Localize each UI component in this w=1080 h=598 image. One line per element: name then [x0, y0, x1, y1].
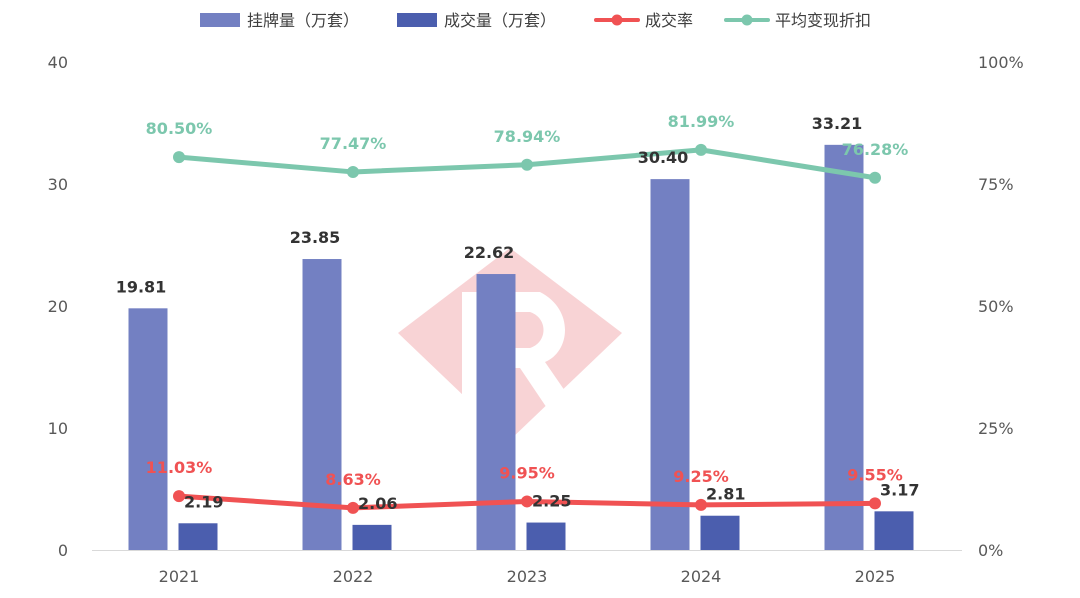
line-value-label: 80.50% [146, 119, 213, 138]
line-value-label: 76.28% [842, 140, 909, 159]
bar [178, 523, 218, 550]
bar-value-label: 2.25 [532, 492, 571, 511]
line-point [521, 495, 533, 508]
bar-value-label: 23.85 [290, 228, 341, 247]
legend-swatch [397, 13, 437, 27]
left-tick-label: 10 [48, 419, 68, 438]
x-tick-label: 2022 [333, 567, 374, 586]
line-point [521, 158, 533, 171]
bar-value-label: 22.62 [464, 243, 515, 262]
left-tick-label: 0 [58, 541, 68, 560]
line-value-label: 11.03% [146, 458, 213, 477]
bar [824, 144, 864, 550]
x-tick-label: 2025 [855, 567, 896, 586]
bar-value-label: 2.81 [706, 485, 745, 504]
right-tick-label: 50% [978, 297, 1014, 316]
legend-marker [741, 14, 753, 26]
bar [352, 524, 392, 550]
line-value-label: 9.95% [499, 463, 555, 482]
bar [128, 308, 168, 550]
left-tick-label: 20 [48, 297, 68, 316]
left-tick-label: 40 [48, 53, 68, 72]
lines [173, 143, 881, 514]
line-value-label: 81.99% [668, 112, 735, 131]
bar [476, 274, 516, 550]
line-value-label: 9.25% [673, 467, 729, 486]
line-value-label: 78.94% [494, 127, 561, 146]
data-labels: 19.81 23.85 22.62 30.40 33.21 2.19 2.06 2.25 2.8… [116, 112, 920, 513]
bar [526, 522, 566, 550]
line-point [347, 165, 359, 178]
line-point [347, 501, 359, 514]
line-point [869, 497, 881, 510]
right-tick-label: 75% [978, 175, 1014, 194]
bar-value-label: 2.19 [184, 492, 223, 511]
line-point [173, 490, 185, 503]
legend-label: 成交率 [645, 11, 693, 30]
bar-value-label: 2.06 [358, 494, 397, 513]
bar-value-label: 30.40 [638, 148, 689, 167]
line-point [695, 498, 707, 511]
legend-label: 挂牌量（万套） [247, 11, 359, 30]
bar-value-label: 3.17 [880, 480, 919, 499]
line-value-label: 8.63% [325, 470, 381, 489]
left-tick-label: 30 [48, 175, 68, 194]
x-tick-label: 2021 [159, 567, 200, 586]
line-point [869, 171, 881, 184]
legend-marker [611, 14, 623, 26]
legend: 挂牌量（万套） 成交量（万套） 成交率 平均变现折扣 [200, 11, 871, 30]
line-point [695, 143, 707, 156]
line-point [173, 151, 185, 164]
legend-swatch [200, 13, 240, 27]
bar-value-label: 19.81 [116, 277, 167, 296]
x-axis: 2021 2022 2023 2024 2025 [92, 550, 962, 586]
legend-label: 成交量（万套） [444, 11, 556, 30]
bar [302, 259, 342, 550]
bar [874, 511, 914, 550]
right-tick-label: 25% [978, 419, 1014, 438]
bar [700, 515, 740, 550]
bar [650, 179, 690, 550]
left-y-axis: 0 10 20 30 40 [48, 53, 68, 560]
right-tick-label: 0% [978, 541, 1003, 560]
legend-label: 平均变现折扣 [775, 11, 871, 30]
bar-value-label: 33.21 [812, 114, 863, 133]
right-tick-label: 100% [978, 53, 1024, 72]
x-tick-label: 2024 [681, 567, 722, 586]
line-value-label: 77.47% [320, 134, 387, 153]
line-value-label: 9.55% [847, 465, 903, 484]
right-y-axis: 0% 25% 50% 75% 100% [978, 53, 1024, 560]
x-tick-label: 2023 [507, 567, 548, 586]
